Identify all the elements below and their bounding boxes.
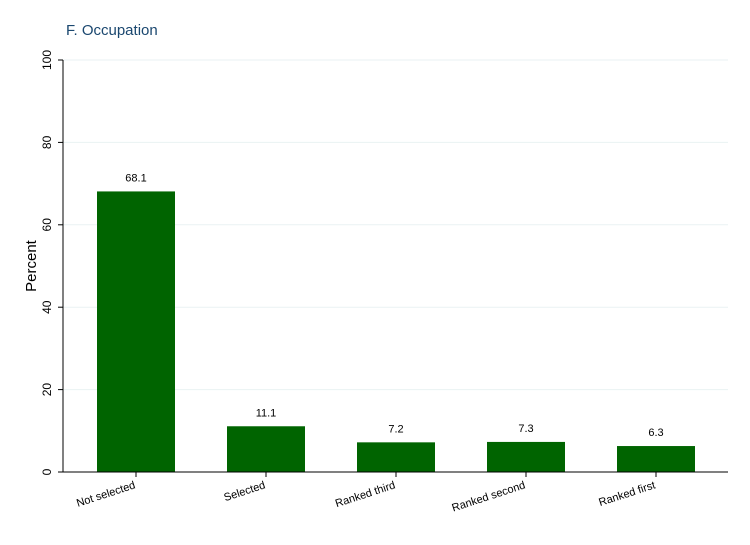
y-tick-label: 60: [40, 218, 54, 232]
y-tick-label: 100: [40, 50, 54, 70]
bar-2: [227, 426, 305, 472]
value-label: 11.1: [256, 407, 277, 419]
x-tick-label: Ranked first: [597, 479, 657, 509]
x-tick-label: Ranked second: [451, 479, 527, 514]
y-tick-label: 0: [40, 468, 54, 475]
y-tick-label: 80: [40, 135, 54, 149]
x-tick-label: Ranked third: [334, 479, 397, 510]
y-axis-title: Percent: [23, 239, 40, 292]
y-tick-label: 20: [40, 383, 54, 397]
bar-1: [97, 191, 175, 473]
value-label: 7.2: [388, 423, 403, 435]
value-label: 6.3: [648, 427, 663, 439]
x-tick-label: Selected: [223, 479, 267, 504]
x-tick-label: Not selected: [75, 479, 137, 509]
chart-title: F. Occupation: [66, 22, 158, 39]
axes: [58, 59, 728, 477]
bar-5: [617, 446, 695, 472]
value-label: 7.3: [518, 423, 533, 435]
bars: [97, 191, 695, 473]
bar-3: [357, 442, 435, 472]
y-tick-label: 40: [40, 300, 54, 314]
bar-4: [487, 441, 565, 472]
value-label: 68.1: [125, 172, 146, 184]
